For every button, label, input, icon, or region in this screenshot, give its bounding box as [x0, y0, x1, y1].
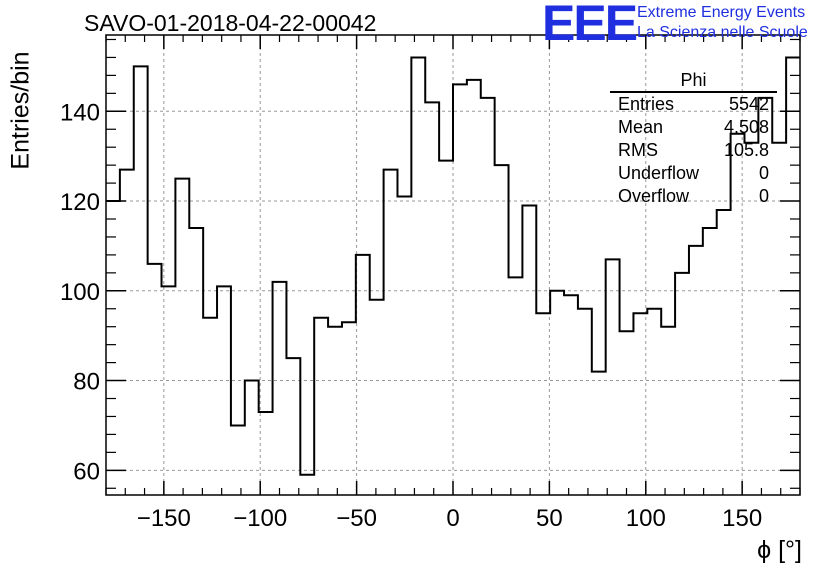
y-tick-label: 80: [73, 369, 100, 396]
stats-value: 4.508: [723, 117, 769, 137]
stats-row-underflow: Underflow 0: [610, 162, 777, 185]
x-tick-label: 150: [722, 505, 762, 532]
stats-row-overflow: Overflow 0: [610, 185, 777, 208]
stats-label: Mean: [618, 117, 664, 137]
eee-logo: EEE: [542, 0, 638, 51]
y-axis-label: Entries/bin: [6, 51, 35, 170]
x-axis-label: ϕ [°]: [757, 536, 802, 564]
stats-row-mean: Mean 4.508: [610, 116, 777, 139]
x-tick-label: 50: [536, 505, 563, 532]
logo-line-1: Extreme Energy Events: [637, 4, 806, 21]
stats-box-title: Phi: [610, 70, 777, 93]
x-tick-label: −150: [137, 505, 191, 532]
x-tick-label: 100: [626, 505, 666, 532]
histogram-series: [106, 56, 800, 476]
axis-ticks: [105, 35, 801, 495]
stats-value: 105.8: [723, 140, 769, 160]
stats-row-entries: Entries 5542: [610, 93, 777, 116]
x-tick-label: −100: [233, 505, 287, 532]
stats-value: 0: [758, 186, 769, 206]
stats-box: Phi Entries 5542 Mean 4.508 RMS 105.8 Un…: [610, 70, 777, 208]
stats-label: RMS: [618, 140, 658, 160]
y-tick-label: 120: [60, 189, 100, 216]
logo-line-2: La Scienza nelle Scuole: [637, 24, 808, 41]
y-tick-label: 60: [73, 458, 100, 485]
stats-value: 0: [758, 163, 769, 183]
x-tick-label: 0: [446, 505, 459, 532]
stats-label: Overflow: [618, 186, 690, 206]
x-tick-label: −50: [336, 505, 377, 532]
stats-label: Underflow: [618, 163, 700, 183]
stats-label: Entries: [618, 94, 675, 114]
chart-title: SAVO-01-2018-04-22-00042: [84, 10, 377, 36]
stats-row-rms: RMS 105.8: [610, 139, 777, 162]
stats-value: 5542: [728, 94, 769, 114]
axis-tick-labels: −150 −100 −50 0 50 100 150 60 80 100 120 140: [60, 99, 762, 532]
y-tick-label: 140: [60, 99, 100, 126]
y-tick-label: 100: [60, 279, 100, 306]
